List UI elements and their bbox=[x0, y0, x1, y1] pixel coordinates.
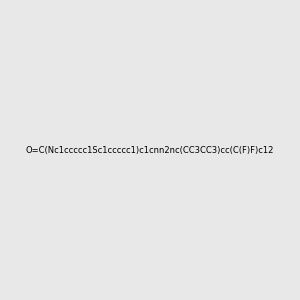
Text: O=C(Nc1ccccc1Sc1ccccc1)c1cnn2nc(CC3CC3)cc(C(F)F)c12: O=C(Nc1ccccc1Sc1ccccc1)c1cnn2nc(CC3CC3)c… bbox=[26, 146, 274, 154]
